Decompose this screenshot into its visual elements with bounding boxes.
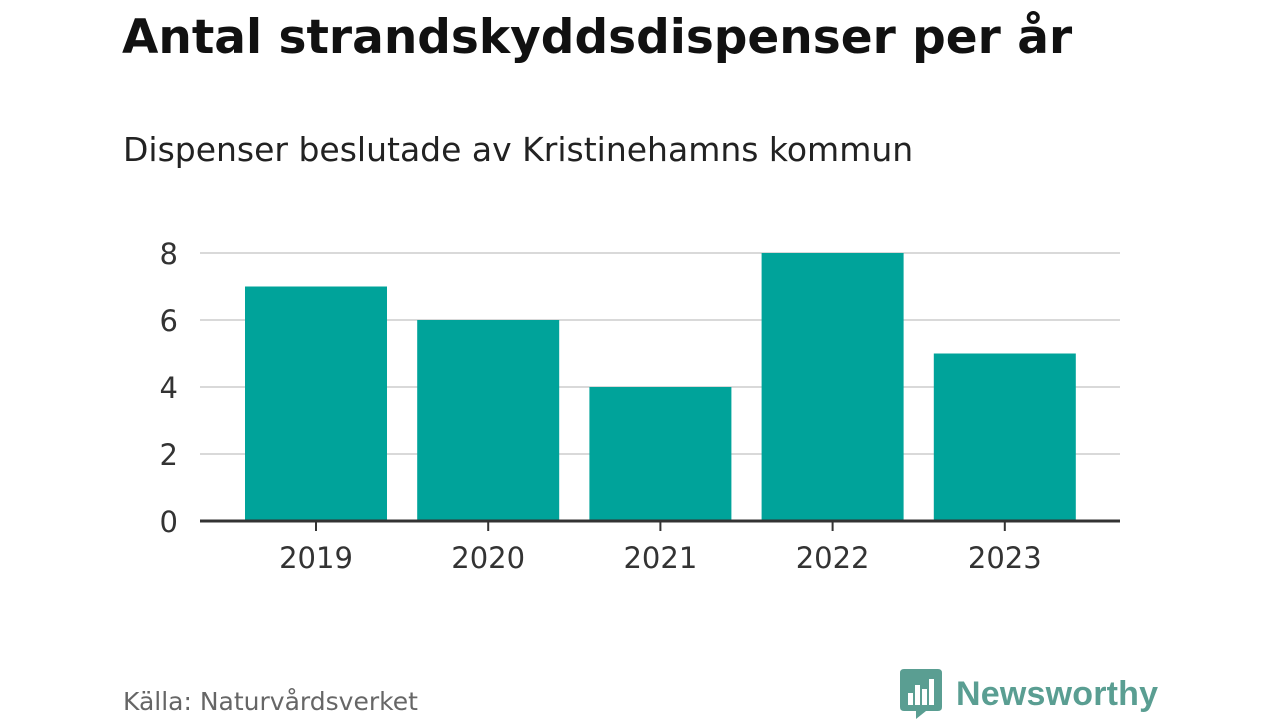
- bar-2022: [761, 253, 904, 521]
- bar-2021: [589, 387, 732, 521]
- bars: [245, 253, 1076, 521]
- y-axis-ticks: 0 2 4 6 8: [160, 237, 178, 539]
- x-tick-label: 2023: [968, 541, 1042, 575]
- x-tick-label: 2021: [623, 541, 697, 575]
- x-axis-ticks: 2019 2020 2021 2022 2023: [279, 521, 1042, 575]
- brand-name: Newsworthy: [956, 674, 1159, 713]
- chart-title: Antal strandskyddsdispenser per år: [122, 10, 1073, 65]
- bar-2019: [245, 286, 387, 521]
- y-tick-label: 8: [160, 237, 178, 271]
- y-tick-label: 6: [160, 304, 178, 338]
- x-tick-label: 2020: [451, 541, 525, 575]
- newsworthy-logo-icon: [900, 669, 942, 719]
- y-tick-label: 2: [160, 438, 178, 472]
- source-note: Källa: Naturvårdsverket: [123, 687, 418, 716]
- newsworthy-logo: Newsworthy: [900, 668, 1158, 720]
- chart-subtitle: Dispenser beslutade av Kristinehamns kom…: [123, 130, 914, 169]
- bar-2023: [933, 353, 1076, 521]
- y-tick-label: 0: [160, 505, 178, 539]
- x-tick-label: 2019: [279, 541, 353, 575]
- bar-2020: [417, 320, 560, 521]
- y-tick-label: 4: [160, 371, 178, 405]
- x-tick-label: 2022: [796, 541, 870, 575]
